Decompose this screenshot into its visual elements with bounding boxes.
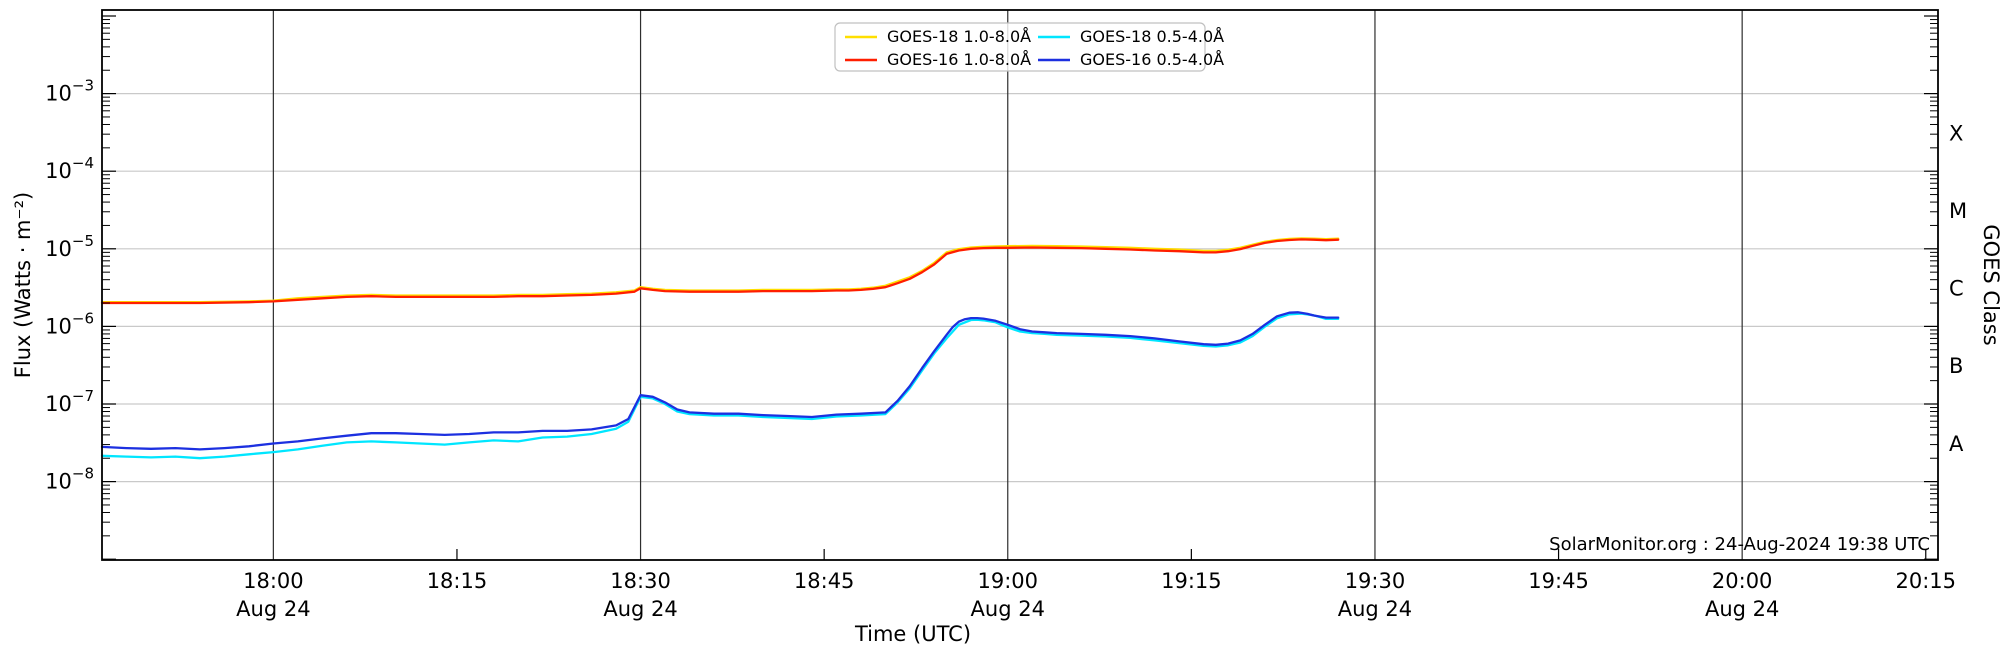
x-tick-label: 19:30 <box>1345 569 1406 593</box>
x-tick-label: 18:45 <box>794 569 855 593</box>
plot-border <box>101 9 1939 561</box>
x-tick-date-label: Aug 24 <box>1705 597 1779 621</box>
x-tick-label: 20:15 <box>1895 569 1956 593</box>
y-axis-title: Flux (Watts · m⁻²) <box>11 192 35 378</box>
y-tick-label: 10−7 <box>45 387 94 416</box>
x-tick-date-label: Aug 24 <box>603 597 677 621</box>
goes-class-m-label: M <box>1949 199 1967 223</box>
x-tick-label: 19:00 <box>977 569 1038 593</box>
x-tick-label: 20:00 <box>1712 569 1773 593</box>
goes18-short-line <box>100 312 1340 460</box>
legend-label-goes16-long: GOES-16 1.0-8.0Å <box>887 50 1031 69</box>
y-tick-label: 10−3 <box>45 77 94 106</box>
legend-label-goes18-short: GOES-18 0.5-4.0Å <box>1080 27 1224 46</box>
y-tick-label: 10−5 <box>45 232 94 261</box>
goes-class-c-label: C <box>1949 277 1964 301</box>
vertical-gridlines <box>272 10 1743 560</box>
axis-ticks <box>102 15 1938 560</box>
x-tick-date-label: Aug 24 <box>971 597 1045 621</box>
legend-label-goes18-long: GOES-18 1.0-8.0Å <box>887 27 1031 46</box>
x-axis-title: Time (UTC) <box>854 622 971 646</box>
legend: GOES-18 1.0-8.0Å GOES-16 1.0-8.0Å GOES-1… <box>834 22 1224 72</box>
y-axis-tick-labels: 10−3 10−4 10−5 10−6 10−7 10−8 <box>45 77 94 494</box>
horizontal-gridlines <box>102 92 1938 483</box>
goes16-long-line <box>100 238 1340 305</box>
x-tick-date-label: Aug 24 <box>236 597 310 621</box>
goes-class-x-label: X <box>1949 121 1963 145</box>
x-tick-label: 18:15 <box>427 569 488 593</box>
legend-box <box>834 22 1206 72</box>
legend-item-goes18-long: GOES-18 1.0-8.0Å <box>845 27 1031 46</box>
flux-series-lines <box>100 237 1340 460</box>
legend-label-goes16-short: GOES-16 0.5-4.0Å <box>1080 50 1224 69</box>
goes-class-labels: X M C B A <box>1949 121 1967 455</box>
legend-item-goes18-short: GOES-18 0.5-4.0Å <box>1038 27 1224 46</box>
y-tick-label: 10−8 <box>45 465 94 494</box>
legend-item-goes16-short: GOES-16 0.5-4.0Å <box>1038 50 1224 69</box>
x-tick-date-label: Aug 24 <box>1338 597 1412 621</box>
x-tick-label: 19:15 <box>1161 569 1222 593</box>
y-tick-label: 10−6 <box>45 309 94 338</box>
watermark-text: SolarMonitor.org : 24-Aug-2024 19:38 UTC <box>1549 534 1930 555</box>
goes-class-b-label: B <box>1949 354 1963 378</box>
x-tick-label: 19:45 <box>1528 569 1589 593</box>
x-tick-label: 18:00 <box>243 569 304 593</box>
y-tick-label: 10−4 <box>45 154 94 183</box>
right-axis-title: GOES Class <box>1979 224 2000 345</box>
goes-class-a-label: A <box>1949 432 1964 456</box>
legend-item-goes16-long: GOES-16 1.0-8.0Å <box>845 50 1031 69</box>
x-axis-tick-labels: 18:00 Aug 24 18:15 18:30 Aug 24 18:45 19:00 Aug… <box>236 569 1956 621</box>
goes16-short-line <box>100 311 1340 451</box>
x-tick-label: 18:30 <box>610 569 671 593</box>
